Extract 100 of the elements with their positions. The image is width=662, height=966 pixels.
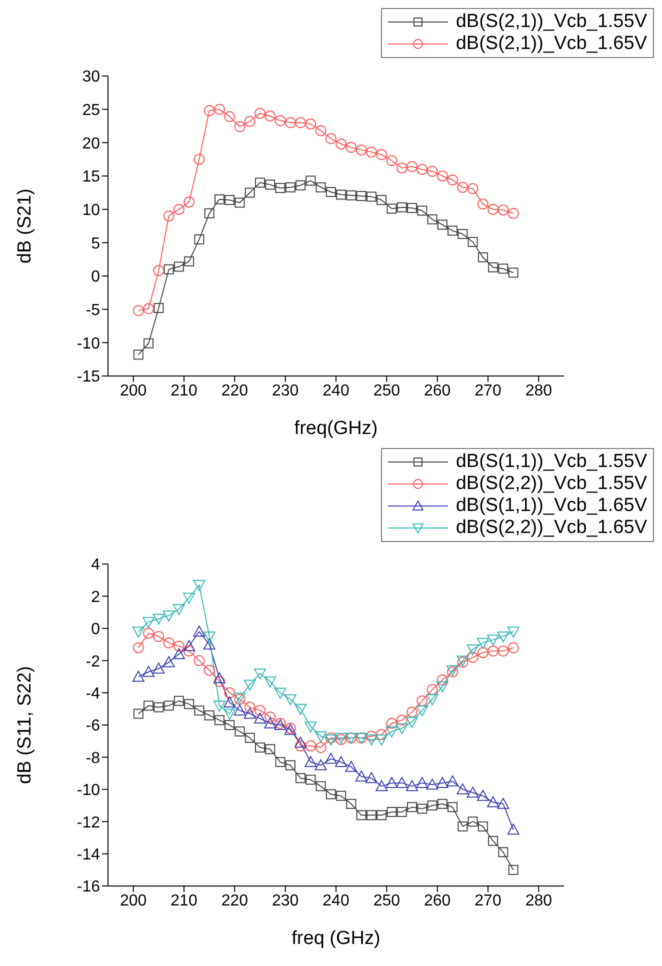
point — [162, 610, 175, 622]
point — [143, 303, 154, 314]
point — [498, 847, 508, 858]
point — [508, 864, 518, 875]
y-tick-label: -8 — [86, 750, 100, 767]
point — [204, 208, 214, 218]
point — [285, 182, 296, 192]
point — [234, 121, 246, 132]
point — [396, 714, 408, 726]
point — [396, 202, 407, 212]
point — [203, 631, 216, 642]
point — [254, 712, 266, 724]
point — [467, 183, 478, 194]
point — [234, 704, 246, 716]
point — [355, 770, 368, 782]
y-tick-label: -5 — [86, 302, 100, 320]
point — [345, 760, 358, 772]
point — [487, 796, 500, 808]
point — [304, 756, 317, 768]
point — [172, 648, 185, 660]
point — [244, 116, 256, 127]
point — [254, 108, 266, 119]
point — [468, 237, 478, 247]
point — [376, 734, 388, 746]
point — [234, 726, 245, 736]
point — [407, 203, 417, 213]
point — [497, 798, 510, 809]
point — [214, 715, 224, 726]
point — [184, 256, 194, 266]
point — [437, 220, 448, 230]
y-tick-label: -15 — [76, 368, 100, 386]
point — [294, 704, 307, 715]
point — [183, 592, 196, 604]
point — [162, 656, 175, 668]
point — [507, 626, 520, 638]
point — [204, 105, 215, 116]
point — [458, 229, 468, 239]
point — [284, 694, 296, 706]
x-tick-label: 240 — [322, 892, 350, 910]
point — [244, 188, 255, 198]
point — [497, 631, 510, 642]
point — [132, 642, 144, 654]
x-tick-label: 240 — [322, 382, 350, 400]
point — [366, 192, 376, 202]
point — [386, 155, 398, 166]
legend-label: dB(S(1,1))_Vcb_1.55V — [456, 451, 647, 473]
point — [427, 214, 438, 224]
point — [507, 824, 520, 835]
y-tick-label: -2 — [86, 653, 100, 670]
point — [224, 696, 236, 708]
point — [194, 706, 204, 716]
point — [255, 178, 265, 188]
point — [214, 676, 225, 688]
point — [264, 717, 276, 728]
point — [437, 798, 448, 809]
point — [426, 684, 438, 696]
point — [376, 149, 388, 160]
point — [244, 680, 256, 691]
point — [448, 226, 458, 236]
point — [456, 783, 469, 794]
point — [365, 772, 378, 784]
point — [314, 759, 327, 770]
point — [305, 740, 316, 752]
point — [416, 695, 428, 706]
point — [214, 104, 225, 115]
y-tick-label: 2 — [91, 588, 100, 606]
point — [274, 115, 286, 126]
point — [204, 710, 214, 720]
point — [224, 111, 236, 122]
x-tick-label: 230 — [272, 892, 299, 910]
point — [436, 776, 448, 788]
point — [458, 821, 468, 832]
x-tick-label: 270 — [474, 382, 502, 400]
y-tick-label: -12 — [76, 814, 100, 832]
point — [203, 638, 216, 650]
point — [406, 706, 418, 718]
point — [346, 798, 356, 809]
y-tick-label: 4 — [91, 556, 100, 574]
point — [396, 162, 408, 174]
y-tick-label: -14 — [76, 846, 100, 864]
point — [224, 720, 235, 730]
point — [476, 790, 489, 801]
point — [356, 144, 367, 156]
point — [234, 198, 245, 208]
x-tick-label: 220 — [221, 892, 248, 910]
legend-label: dB(S(2,2))_Vcb_1.65V — [456, 517, 647, 539]
point — [296, 773, 306, 784]
point — [152, 614, 165, 625]
y-tick-label: 0 — [91, 621, 100, 638]
point — [183, 640, 196, 652]
point — [477, 198, 488, 210]
point — [244, 732, 255, 743]
y-tick-label: 30 — [82, 68, 100, 86]
point — [346, 142, 357, 153]
point — [416, 706, 428, 717]
y-tick-label: 20 — [82, 135, 100, 152]
point — [144, 338, 154, 348]
point — [466, 786, 479, 798]
point — [386, 718, 398, 729]
point — [376, 810, 387, 820]
